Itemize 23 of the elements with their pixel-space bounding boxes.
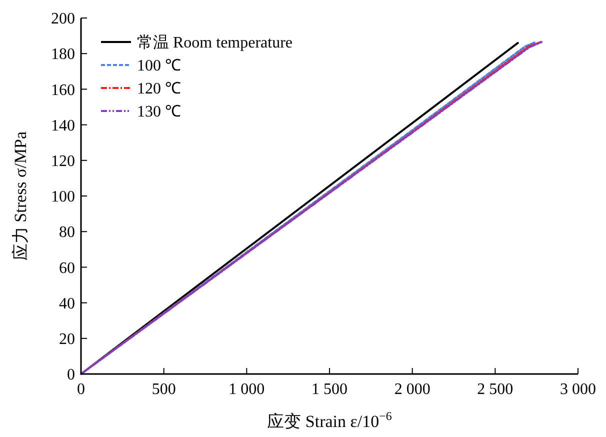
- legend-label: 常温 Room temperature: [137, 34, 293, 52]
- y-tick-label: 20: [59, 331, 75, 348]
- x-tick-label: 2 000: [394, 381, 430, 398]
- y-tick-label: 40: [59, 295, 75, 312]
- y-tick-label: 160: [51, 82, 75, 99]
- y-tick-label: 80: [59, 224, 75, 242]
- y-tick-label: 140: [51, 117, 75, 134]
- x-axis-title: 应变 Strain ε/10$^{−6}$: [267, 409, 392, 431]
- x-tick-label: 2 500: [477, 381, 514, 398]
- legend-label: 120 ℃: [137, 80, 181, 98]
- y-axis-title: 应力 Stress σ/MPa: [11, 130, 30, 261]
- y-tick-label: 180: [51, 46, 75, 64]
- x-tick-label: 1 500: [312, 381, 348, 398]
- y-tick-label: 100: [51, 188, 75, 206]
- y-tick-label: 60: [59, 260, 75, 277]
- y-tick-label: 200: [51, 10, 75, 28]
- legend-label: 100 ℃: [137, 58, 181, 75]
- x-tick-label: 3 000: [560, 381, 596, 398]
- x-tick-label: 500: [152, 381, 176, 398]
- y-tick-label: 120: [51, 153, 75, 170]
- x-tick-label: 1 000: [228, 381, 265, 398]
- y-tick-label: 0: [67, 366, 75, 384]
- legend-label: 130 ℃: [137, 104, 181, 121]
